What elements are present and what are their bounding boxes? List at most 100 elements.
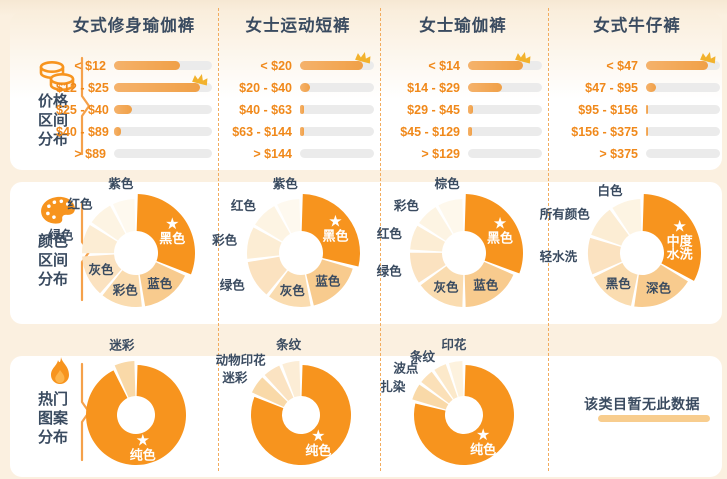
- price-bar-fill: [646, 83, 657, 92]
- pie-slice: [419, 207, 453, 241]
- crown-icon: [354, 51, 371, 64]
- pie-slice-label: 绿色: [220, 278, 246, 293]
- price-bar-row: $95 - $156: [552, 103, 720, 117]
- pie-slice: [612, 199, 642, 235]
- pie-slice: [247, 256, 287, 295]
- row-label-pattern: 热门 图案 分布: [38, 390, 82, 447]
- row-label-line: 热门: [38, 391, 69, 408]
- price-bar-fill: [646, 127, 649, 136]
- star-icon: ★: [672, 218, 686, 235]
- price-bar-track: [468, 127, 542, 136]
- category-title-1: 女式修身瑜伽裤: [72, 17, 196, 35]
- pie-slice-label: 绿色: [48, 228, 74, 243]
- palette-icon: [41, 196, 75, 224]
- pie-slice-label: 迷彩: [221, 370, 248, 385]
- pie-slice: [255, 206, 291, 242]
- brace-line: [80, 56, 91, 156]
- price-bar-track: [300, 105, 374, 114]
- star-icon: ★: [165, 216, 179, 233]
- pie-slice-label: 动物印花: [216, 352, 267, 367]
- category-title-3: 女士瑜伽裤: [419, 17, 507, 35]
- pie-slice: [448, 361, 464, 397]
- price-bar-fill: [468, 127, 472, 136]
- price-bar-track: [646, 149, 720, 158]
- price-range-label: $14 - $29: [407, 80, 460, 95]
- pie-slice: [634, 264, 688, 307]
- pie-slice-label: 灰色: [88, 262, 114, 277]
- price-bar-track: [646, 127, 720, 136]
- star-icon: ★: [328, 214, 342, 231]
- pie-slice-label: 纯色: [130, 448, 156, 463]
- pie-slice-label: 波点: [393, 361, 419, 376]
- price-bar-track: [114, 73, 212, 92]
- pie-slice-label: 蓝色: [147, 276, 173, 291]
- price-bar-row: < $12: [56, 59, 212, 73]
- price-bar-row: > $375: [552, 147, 720, 161]
- price-range-label: < $14: [428, 58, 460, 73]
- star-icon: ★: [136, 433, 150, 450]
- price-bar-row: > $129: [384, 147, 542, 161]
- price-bar-fill: [300, 83, 311, 92]
- pie-slice-label: 灰色: [280, 283, 306, 298]
- pie-slice-label: 灰色: [433, 280, 459, 295]
- price-bar-track: [114, 149, 212, 158]
- pie-slice-label: 黑色: [159, 231, 185, 246]
- crown-icon: [192, 73, 208, 86]
- pie-slice-label: 纯色: [470, 442, 496, 457]
- pie-slice-label: 条纹: [275, 337, 302, 352]
- pie-slice-label: 黑色: [606, 276, 632, 291]
- pie-slice: [588, 237, 622, 275]
- price-bar-track: [114, 61, 212, 70]
- pie-slice: [306, 259, 353, 306]
- price-bar-fill: [114, 83, 201, 92]
- price-bar-row: $14 - $29: [384, 80, 542, 95]
- price-bar-row: $40 - $89: [56, 125, 212, 139]
- donut-svg: ★纯色 迷彩: [86, 338, 187, 465]
- donut-chart-pattern-col3: ★ 纯色 扎染 波点 条纹 印花: [369, 330, 559, 479]
- price-range-label: < $47: [606, 58, 638, 73]
- price-bar-row: < $14: [384, 51, 542, 73]
- donut-chart-pattern-col1: ★ 纯色 迷彩: [41, 330, 231, 479]
- price-bar-fill: [300, 127, 304, 136]
- pie-slice-label: 黑色: [322, 229, 348, 244]
- price-bar-fill: [646, 105, 649, 114]
- price-range-label: $25 - $40: [56, 102, 109, 117]
- pie-slice-label: 纯色: [305, 443, 331, 458]
- pie-slice: [82, 224, 118, 254]
- column-separator: [218, 8, 219, 471]
- no-data-text: 该类目暂无此数据: [584, 396, 700, 412]
- price-range-label: $40 - $63: [239, 102, 292, 117]
- price-bar-track: [300, 149, 374, 158]
- crown-icon: [700, 51, 716, 64]
- column-separator: [548, 8, 549, 471]
- price-bar-row: $45 - $129: [384, 125, 542, 139]
- pie-slice: [464, 261, 514, 307]
- price-bar-track: [646, 83, 720, 92]
- price-bar-fill: [114, 127, 121, 136]
- pie-slice: [410, 225, 445, 252]
- price-bar-fill: [300, 105, 304, 114]
- price-bar-track: [468, 105, 542, 114]
- price-range-label: $29 - $45: [407, 102, 460, 117]
- pie-slice-label: 轻水洗: [540, 249, 578, 264]
- price-range-label: $63 - $144: [232, 124, 292, 139]
- pie-slice: [139, 262, 186, 307]
- row-label-line: 区间: [38, 112, 69, 129]
- pie-slice-label: 扎染: [380, 379, 406, 394]
- row-label-line: 分布: [38, 429, 69, 446]
- pie-slice: [438, 199, 464, 234]
- pie-slice: [591, 209, 629, 246]
- price-range-label: > $89: [74, 146, 106, 161]
- category-title-2: 女士运动短裤: [245, 17, 351, 35]
- donut-chart-color-col1: ★ 黑色 蓝色 彩色 灰色 绿色 红色 紫色: [41, 168, 231, 338]
- price-chart-col3: < $14 $14 - $29 $29 - $45 $45 - $129 > $129: [384, 51, 542, 164]
- pie-slice-label: 印花: [441, 337, 467, 352]
- price-chart-col2: < $20 $20 - $40 $40 - $63 $63 - $144 > $144: [222, 51, 374, 164]
- pie-slice: [277, 199, 301, 234]
- row-label-color: 颜色 区间 分布: [38, 232, 82, 289]
- price-bar-track: [114, 127, 212, 136]
- no-data-cell: 该类目暂无此数据: [552, 394, 727, 422]
